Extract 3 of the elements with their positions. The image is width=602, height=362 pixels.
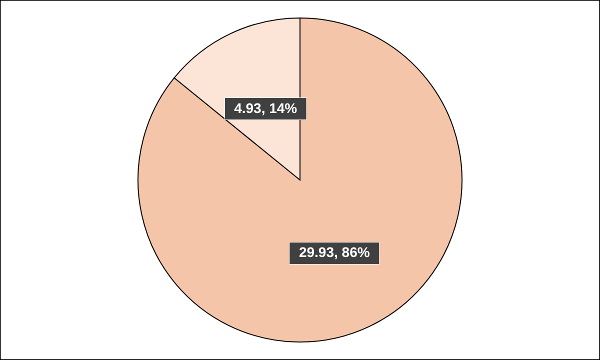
pie-slice <box>138 18 462 342</box>
data-label: 29.93, 86% <box>298 244 370 260</box>
data-label: 4.93, 14% <box>234 100 298 116</box>
